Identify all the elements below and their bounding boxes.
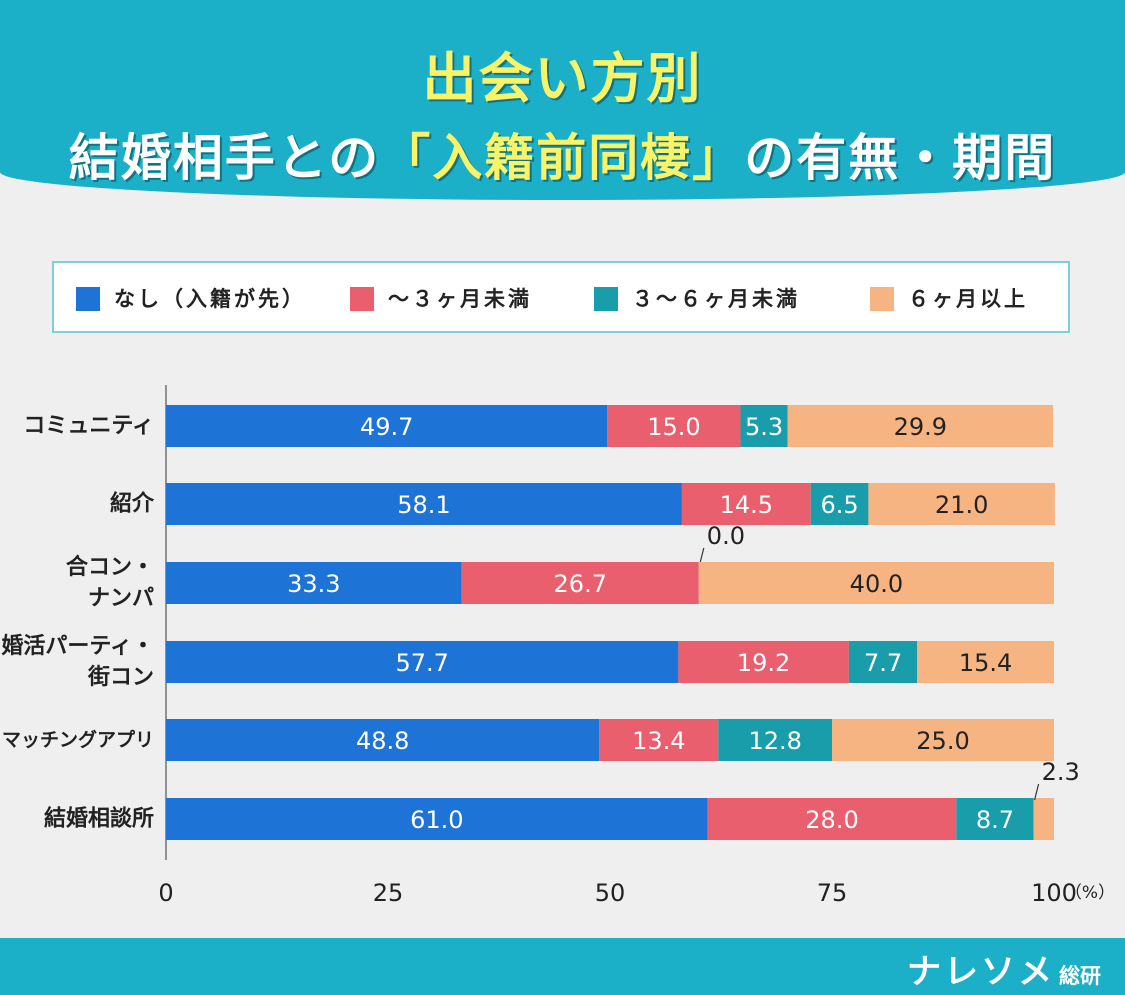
data-label: 15.4 [959, 649, 1012, 677]
legend-label-none: なし（入籍が先） [114, 287, 306, 311]
data-label: 5.3 [745, 413, 783, 441]
legend-label-3-6m: ３～６ヶ月未満 [632, 287, 800, 311]
legend-label-under-3m: ～３ヶ月未満 [388, 287, 532, 311]
data-label: 8.7 [976, 806, 1014, 834]
bar-segment [166, 641, 679, 683]
data-label: 49.7 [360, 413, 413, 441]
legend-swatch-over-6m [870, 287, 894, 311]
data-label: 40.0 [850, 570, 903, 598]
data-label: 26.7 [554, 570, 607, 598]
category-label: 街コン [87, 664, 154, 690]
data-label-leader [1033, 783, 1040, 801]
legend-swatch-under-3m [350, 287, 374, 311]
data-label: 61.0 [410, 806, 463, 834]
bar-segment [461, 562, 699, 604]
bar-segment [810, 483, 869, 525]
legend-label-over-6m: ６ヶ月以上 [908, 287, 1028, 311]
bar-segment [599, 719, 719, 761]
title-bracket-close: 」 [692, 129, 745, 187]
bar-segment [868, 483, 1055, 525]
data-label: 25.0 [916, 727, 969, 755]
title-line2-prefix: 結婚相手との [68, 129, 381, 187]
data-label: 14.5 [720, 491, 773, 519]
data-label: 12.8 [748, 727, 801, 755]
chart-legend: なし（入籍が先） ～３ヶ月未満 ３～６ヶ月未満 ６ヶ月以上 [52, 261, 1070, 333]
footer-bar: ナレソメ 総研 [0, 938, 1125, 995]
data-label: 19.2 [737, 649, 790, 677]
category-label: 婚活パーティ・ [1, 633, 154, 659]
x-tick-label: 75 [817, 879, 848, 907]
title-highlight: 入籍前同棲 [432, 129, 693, 187]
x-tick-label: 25 [373, 879, 404, 907]
bar-segment [917, 641, 1054, 683]
bar-segment [707, 798, 957, 840]
title-line2-suffix: の有無・期間 [744, 129, 1057, 187]
data-label: 57.7 [395, 649, 448, 677]
brand-suffix: 総研 [1059, 964, 1101, 988]
title-bracket-open: 「 [380, 129, 433, 187]
bar-segment [718, 719, 832, 761]
chart-title-line1: 出会い方別 [422, 47, 703, 110]
stacked-bar-chart: 49.7 15.0 5.3 29.9 コミュニティ 58.1 14.5 6.5 21.0 紹介 33… [1, 385, 1115, 907]
chart-title-line2: 結婚相手との「入籍前同棲」の有無・期間 [0, 118, 1125, 190]
bar-segment [166, 562, 462, 604]
bar-segment [956, 798, 1034, 840]
data-label: 21.0 [935, 491, 988, 519]
bar-segment [787, 405, 1054, 447]
bar-segment [698, 562, 1054, 604]
category-label: 結婚相談所 [44, 806, 154, 832]
bar-segment [832, 719, 1054, 761]
x-unit-label: （%） [1065, 883, 1115, 903]
x-tick-label: 0 [158, 879, 173, 907]
data-label: 7.7 [864, 649, 902, 677]
x-tick-label: 100 [1031, 879, 1077, 907]
bar-segment [1033, 798, 1054, 840]
legend-swatch-none [76, 287, 100, 311]
bar-segment [166, 798, 708, 840]
bar-segment [848, 641, 918, 683]
legend-swatch-3-6m [594, 287, 618, 311]
header-banner: 出会い方別 結婚相手との「入籍前同棲」の有無・期間 [0, 0, 1125, 200]
data-label: 48.8 [356, 727, 409, 755]
bar-segment [681, 483, 811, 525]
data-label: 15.0 [647, 413, 700, 441]
brand-logo: ナレソメ 総研 [907, 944, 1101, 993]
bar-segment [166, 719, 600, 761]
bar-segment [740, 405, 788, 447]
data-label: 29.9 [894, 413, 947, 441]
category-label: 合コン・ [66, 554, 154, 580]
data-label: 2.3 [1042, 758, 1080, 786]
bar-segment [678, 641, 849, 683]
data-label-leader [699, 547, 705, 565]
bar-segment [166, 405, 608, 447]
data-label: 6.5 [820, 491, 858, 519]
data-label: 0.0 [707, 522, 745, 550]
bar-segment [166, 483, 682, 525]
brand-name: ナレソメ [907, 952, 1055, 992]
data-label: 33.3 [287, 570, 340, 598]
category-label: コミュニティ [23, 414, 154, 439]
category-label: マッチングアプリ [2, 728, 154, 751]
data-label: 13.4 [632, 727, 685, 755]
data-label: 28.0 [805, 806, 858, 834]
category-label: 紹介 [110, 491, 155, 517]
data-label: 58.1 [397, 491, 450, 519]
bar-segment [607, 405, 741, 447]
category-label: ナンパ [88, 586, 154, 611]
x-tick-label: 50 [595, 879, 626, 907]
